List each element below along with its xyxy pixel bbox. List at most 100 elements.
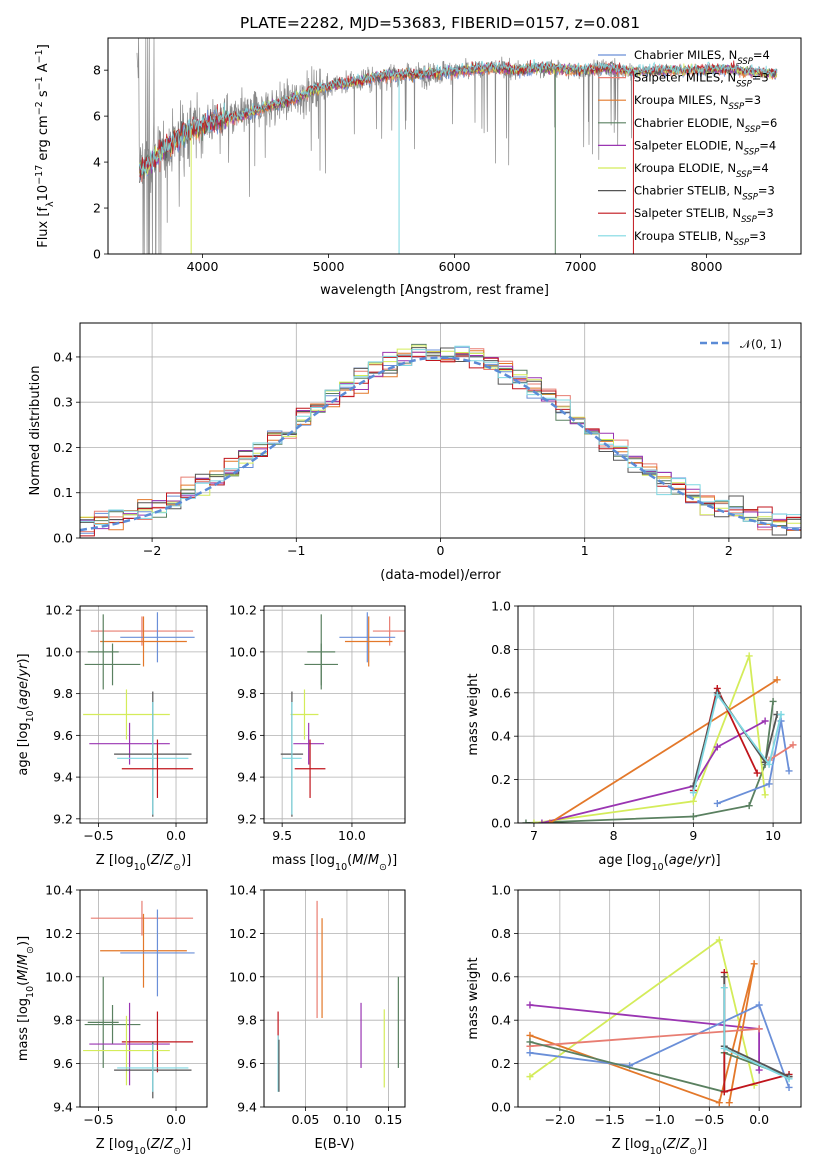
label-part: 10: [25, 986, 36, 998]
y-tick-label: 10.4: [229, 883, 257, 898]
y-tick-label: 9.2: [53, 811, 73, 826]
plus-marker: [765, 780, 773, 788]
plot-area: [277, 900, 399, 1092]
y-tick-label: 9.6: [237, 1056, 257, 1071]
plus-marker: [750, 960, 758, 968]
y-tick-label: 9.8: [53, 686, 73, 701]
legend-sub: SSP: [734, 238, 750, 248]
data-point: [294, 739, 326, 798]
plus-marker: [720, 984, 728, 992]
series-line: [538, 717, 769, 823]
label-part: )]: [697, 1137, 707, 1152]
plus-marker: [713, 691, 721, 699]
x-axis-label: Z [log10(Z/Z⊙)]: [96, 1137, 191, 1157]
legend-sub: SSP: [729, 102, 745, 112]
y-tick-label: 2: [93, 201, 101, 216]
y-tick-label: 9.4: [53, 770, 73, 785]
x-tick-label: 0.0: [749, 1112, 769, 1127]
axes-mass_vs_ebv: 0.05 0.10 0.15 9.4 9.6 9.8 10.0 10.2 10.4: [229, 883, 406, 1127]
x-axis-label: (data-model)/error: [380, 568, 501, 583]
label-part: )]: [16, 936, 31, 946]
gaussian-curve: [80, 356, 801, 532]
label-part: age: [669, 853, 693, 868]
plus-marker: [755, 1025, 763, 1033]
y-tick-label: 10.2: [45, 603, 73, 618]
x-tick-label: 7000: [565, 259, 597, 274]
plus-marker: [755, 1001, 763, 1009]
label-part: A: [36, 63, 51, 76]
label-part: M: [352, 853, 363, 868]
plus-marker: [526, 1073, 534, 1081]
label-part: /: [160, 853, 165, 868]
x-tick-label: 10.0: [338, 828, 366, 843]
x-tick-label: −2: [143, 543, 161, 558]
x-tick-label: 6000: [439, 259, 471, 274]
x-tick-label: 9: [689, 828, 697, 843]
series-path: [529, 1028, 760, 1048]
label-part: Flux [f: [36, 207, 51, 248]
label-part: ⊙: [379, 862, 387, 873]
plus-marker: [785, 767, 793, 775]
histogram-series: [80, 345, 801, 532]
label-part: 10: [25, 710, 36, 722]
legend-value: =4: [759, 138, 776, 152]
plus-marker: [745, 802, 753, 810]
data-point: [117, 701, 189, 815]
label-part: Z: [666, 1137, 677, 1152]
y-tick-label: 8: [93, 63, 101, 78]
series-path: [692, 692, 782, 793]
series-path: [541, 720, 766, 823]
label-part: ⊙: [689, 1146, 697, 1157]
legend-text: Salpeter STELIB, N: [634, 206, 741, 220]
y-tick-label: 0.8: [491, 642, 511, 657]
plus-marker: [720, 973, 728, 981]
label-part: ⊙: [25, 946, 36, 954]
data-point: [89, 1002, 170, 1086]
x-tick-label: 7: [530, 828, 538, 843]
y-tick-label: 0.0: [53, 531, 73, 546]
x-tick-label: −0.5: [83, 828, 113, 843]
data-point: [87, 614, 119, 690]
model-spectrum: [139, 58, 778, 175]
x-tick-label: 1: [581, 543, 589, 558]
series-path: [529, 1003, 790, 1088]
data-point: [90, 900, 194, 936]
y-tick-label: 9.8: [53, 1013, 73, 1028]
axes-frame: [263, 605, 406, 824]
plus-marker: [526, 1031, 534, 1039]
legend-label: Salpeter ELODIE, NSSP=4: [634, 138, 776, 157]
label-part: −2: [34, 101, 45, 115]
x-tick-label: 0.0: [166, 1112, 186, 1127]
data-point: [344, 616, 393, 667]
y-axis-label: mass weight: [466, 673, 481, 755]
legend-label: 𝒩(0, 1): [740, 337, 782, 351]
axes-frame: [263, 889, 406, 1108]
plus-marker: [761, 717, 769, 725]
label-part: )]: [710, 853, 720, 868]
y-tick-label: 0.2: [491, 1056, 511, 1071]
plus-marker: [745, 652, 753, 660]
label-part: ⊙: [173, 862, 181, 873]
chart-age_vs_Z: −0.5 0.09.29.49.69.810.010.2Z [log10(Z/Z⊙…: [16, 603, 208, 873]
plus-marker: [715, 1099, 723, 1107]
label-part: )]: [387, 853, 397, 868]
y-tick-label: 0: [93, 247, 101, 262]
data-point: [282, 701, 302, 815]
label-part: (: [662, 1137, 667, 1152]
data-point: [84, 1005, 141, 1045]
y-tick-label: 0.3: [53, 395, 73, 410]
y-tick-label: 9.4: [53, 1100, 73, 1115]
y-tick-label: 10.0: [45, 969, 73, 984]
y-tick-label: 0.4: [491, 1013, 511, 1028]
data-point: [372, 616, 405, 646]
legend-sub: SSP: [745, 125, 761, 135]
series-line: [526, 1001, 793, 1091]
label-part: Z: [150, 853, 161, 868]
y-tick-label: 9.8: [237, 1013, 257, 1028]
y-tick-label: 0.4: [491, 729, 511, 744]
label-part: /: [363, 853, 368, 868]
x-axis-label: age [log10(age/yr)]: [598, 853, 720, 873]
y-tick-label: 10.2: [45, 926, 73, 941]
plus-marker: [713, 799, 721, 807]
